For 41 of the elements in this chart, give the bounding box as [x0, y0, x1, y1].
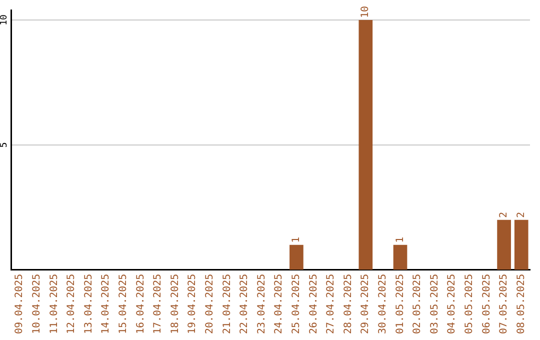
x-tick-label: 08.05.2025	[516, 274, 527, 334]
data-label: 2	[516, 212, 527, 218]
x-tick-label: 06.05.2025	[481, 274, 492, 334]
x-tick-label: 13.04.2025	[83, 274, 94, 334]
x-tick-label: 25.04.2025	[291, 274, 302, 334]
x-tick-label: 02.05.2025	[412, 274, 424, 334]
x-tick-label: 19.04.2025	[187, 274, 198, 334]
x-tick-label: 21.04.2025	[222, 274, 233, 334]
bar	[497, 220, 511, 270]
x-tick-label: 01.05.2025	[394, 274, 406, 334]
x-tick-label: 15.04.2025	[118, 274, 130, 334]
bar	[514, 220, 528, 270]
x-tick-label: 10.04.2025	[32, 274, 43, 334]
x-tick-label: 04.05.2025	[446, 274, 458, 334]
x-tick-label: 22.04.2025	[239, 274, 250, 334]
y-tick-label: 5	[0, 142, 10, 148]
x-tick-label: 26.04.2025	[308, 274, 320, 334]
data-label: 2	[498, 212, 510, 218]
x-tick-label: 24.04.2025	[274, 274, 285, 334]
x-tick-label: 03.05.2025	[429, 274, 440, 334]
x-tick-label: 14.04.2025	[100, 274, 112, 334]
x-tick-label: 23.04.2025	[256, 274, 268, 334]
x-tick-label: 17.04.2025	[152, 274, 164, 334]
bar	[290, 244, 304, 270]
x-tick-label: 16.04.2025	[135, 274, 146, 334]
bar	[393, 244, 408, 270]
bar	[358, 20, 373, 270]
data-label: 10	[360, 6, 372, 18]
x-tick-label: 11.04.2025	[48, 274, 60, 334]
x-tick-label: 27.04.2025	[326, 274, 337, 334]
x-tick-label: 18.04.2025	[170, 274, 181, 334]
x-tick-label: 12.04.2025	[66, 274, 78, 334]
x-tick-label: 20.04.2025	[204, 274, 216, 334]
x-tick-label: 30.04.2025	[378, 274, 389, 334]
data-label: 1	[394, 236, 406, 243]
x-tick-label: 07.05.2025	[498, 274, 510, 334]
x-tick-label: 28.04.2025	[342, 274, 354, 334]
x-tick-label: 09.04.2025	[14, 274, 26, 334]
x-tick-label: 29.04.2025	[360, 274, 372, 334]
data-label: 1	[291, 236, 302, 243]
x-tick-label: 05.05.2025	[464, 274, 476, 334]
